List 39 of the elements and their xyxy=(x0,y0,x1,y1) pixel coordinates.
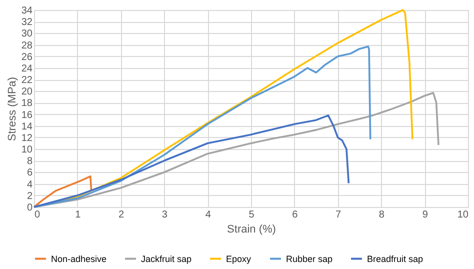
y-tick-label: 16 xyxy=(21,110,33,121)
legend-label: Breadfruit sap xyxy=(367,254,424,264)
y-tick-label: 2 xyxy=(26,190,33,202)
x-tick-label: 9 xyxy=(422,210,428,220)
y-tick-label: 30 xyxy=(21,28,33,40)
y-tick-label: 22 xyxy=(21,75,33,86)
x-tick-label: 8 xyxy=(378,210,385,220)
x-tick-label: 0 xyxy=(34,210,40,220)
x-tick-label: 3 xyxy=(162,210,168,220)
legend-label: Jackfruit sap xyxy=(141,254,192,264)
x-tick-label: 4 xyxy=(205,210,212,220)
x-tick-label: 2 xyxy=(118,210,125,220)
y-tick-label: 24 xyxy=(21,63,33,74)
y-axis-title: Stress (MPa) xyxy=(6,76,18,142)
x-tick-label: 1 xyxy=(75,210,82,220)
y-tick-label: 0 xyxy=(26,202,33,214)
y-tick-label: 4 xyxy=(26,179,33,190)
line-series xyxy=(33,114,350,208)
x-tick-label: 7 xyxy=(336,210,342,220)
y-tick-label: 20 xyxy=(21,86,33,98)
y-tick-label: 6 xyxy=(26,168,33,179)
y-tick-label: 12 xyxy=(21,132,33,144)
legend-label: Rubber sap xyxy=(286,254,333,264)
y-tick-label: 34 xyxy=(21,6,33,16)
x-tick-label: 6 xyxy=(292,210,298,220)
y-tick-label: 32 xyxy=(21,17,33,28)
x-axis-title: Strain (%) xyxy=(227,224,276,236)
y-tick-label: 26 xyxy=(21,52,33,63)
y-tick-label: 28 xyxy=(21,40,33,52)
y-tick-label: 8 xyxy=(26,156,33,168)
legend-label: Epoxy xyxy=(226,254,252,264)
line-series xyxy=(33,46,372,208)
line-series xyxy=(33,175,92,208)
x-tick-label: 10 xyxy=(457,210,469,220)
x-tick-label: 5 xyxy=(248,210,255,220)
y-tick-label: 18 xyxy=(21,98,33,110)
legend-label: Non-adhesive xyxy=(51,254,107,264)
y-tick-label: 14 xyxy=(21,121,33,132)
y-tick-label: 10 xyxy=(21,144,33,156)
